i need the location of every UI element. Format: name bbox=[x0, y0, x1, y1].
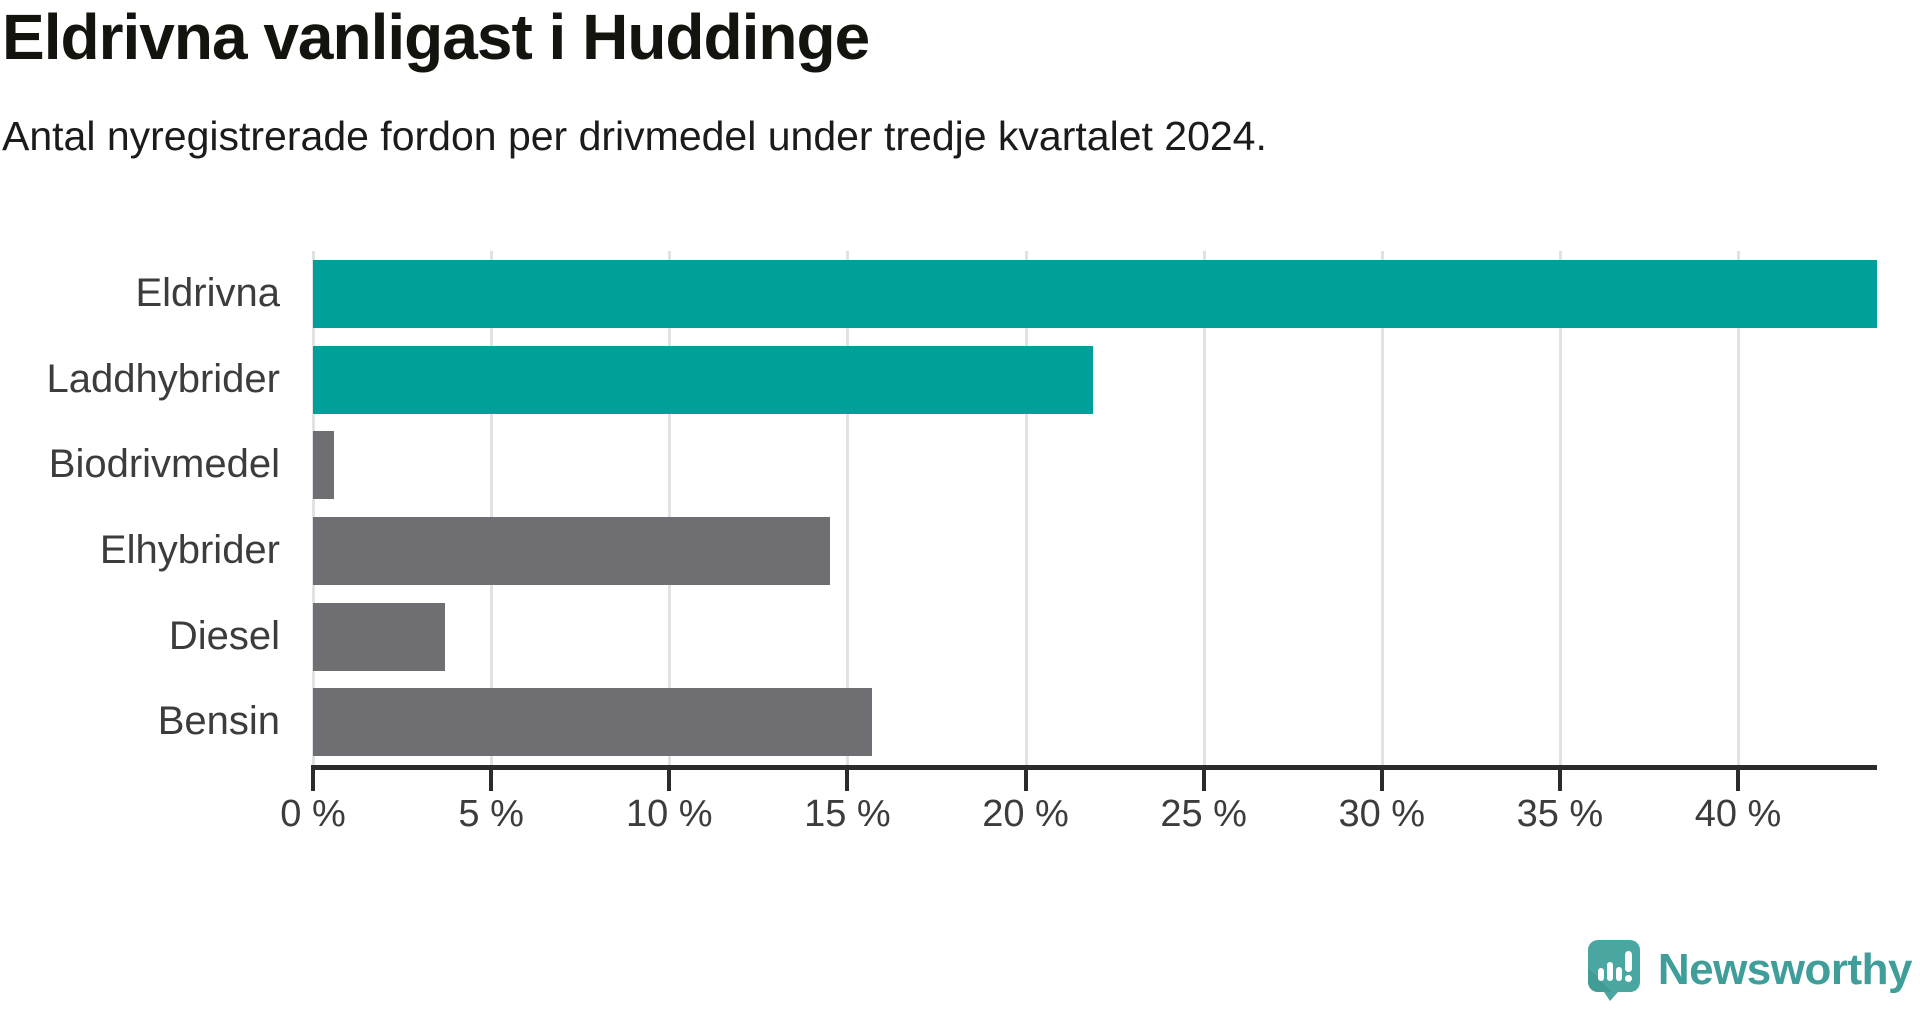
y-label-biodrivmedel: Biodrivmedel bbox=[48, 442, 280, 487]
gridline-0 bbox=[312, 251, 315, 765]
x-tick-25 bbox=[1201, 770, 1206, 791]
x-tick-15 bbox=[845, 770, 850, 791]
gridline-15 bbox=[846, 251, 850, 765]
x-tick-label-35: 35 % bbox=[1516, 793, 1604, 835]
x-tick-0 bbox=[311, 770, 315, 791]
bar-diesel bbox=[313, 602, 445, 671]
y-label-bensin: Bensin bbox=[157, 699, 280, 744]
y-label-eldrivna: Eldrivna bbox=[135, 270, 280, 315]
x-tick-label-10: 10 % bbox=[625, 793, 713, 835]
x-tick-35 bbox=[1557, 770, 1562, 791]
x-axis-line bbox=[311, 765, 1877, 770]
x-tick-5 bbox=[489, 770, 494, 791]
gridline-35 bbox=[1558, 251, 1562, 765]
bar-elhybrider bbox=[313, 516, 830, 585]
x-tick-label-0: 0 % bbox=[280, 793, 346, 835]
newsworthy-logo: Newsworthy bbox=[1586, 938, 1913, 1002]
x-tick-label-15: 15 % bbox=[804, 793, 891, 835]
x-tick-label-20: 20 % bbox=[982, 793, 1069, 835]
newsworthy-icon bbox=[1587, 940, 1640, 1001]
x-tick-20 bbox=[1023, 770, 1028, 791]
y-label-laddhybrider: Laddhybrider bbox=[46, 356, 281, 401]
bar-biodrivmedel bbox=[313, 431, 335, 500]
x-tick-40 bbox=[1736, 770, 1741, 791]
bar-bensin bbox=[313, 688, 873, 757]
y-label-diesel: Diesel bbox=[168, 613, 280, 658]
y-label-elhybrider: Elhybrider bbox=[99, 527, 280, 572]
x-tick-label-40: 40 % bbox=[1694, 793, 1782, 835]
x-axis-ticks bbox=[311, 770, 1877, 792]
bar-eldrivna bbox=[313, 259, 1877, 328]
x-tick-label-25: 25 % bbox=[1160, 793, 1247, 835]
gridline-40 bbox=[1737, 251, 1741, 765]
gridline-5 bbox=[490, 251, 494, 765]
x-tick-10 bbox=[667, 770, 672, 791]
chart-title: Eldrivna vanligast i Huddinge bbox=[2, 1, 870, 73]
bar-laddhybrider bbox=[313, 345, 1094, 414]
gridline-25 bbox=[1202, 251, 1206, 765]
gridline-10 bbox=[668, 251, 672, 765]
newsworthy-wordmark: Newsworthy bbox=[1657, 945, 1913, 994]
x-tick-label-5: 5 % bbox=[458, 793, 524, 835]
chart-subtitle: Antal nyregistrerade fordon per drivmede… bbox=[2, 113, 1267, 159]
x-tick-30 bbox=[1379, 770, 1384, 791]
plot-area bbox=[312, 251, 1877, 765]
gridline-20 bbox=[1024, 251, 1028, 765]
gridline-30 bbox=[1380, 251, 1384, 765]
y-axis-labels: Eldrivna Laddhybrider Biodrivmedel Elhybrid… bbox=[0, 251, 281, 765]
x-tick-label-30: 30 % bbox=[1338, 793, 1426, 835]
x-axis-tick-labels: 0 % 5 % 10 % 15 % 20 % 25 % 30 % 35 % 40 % bbox=[280, 793, 1877, 844]
